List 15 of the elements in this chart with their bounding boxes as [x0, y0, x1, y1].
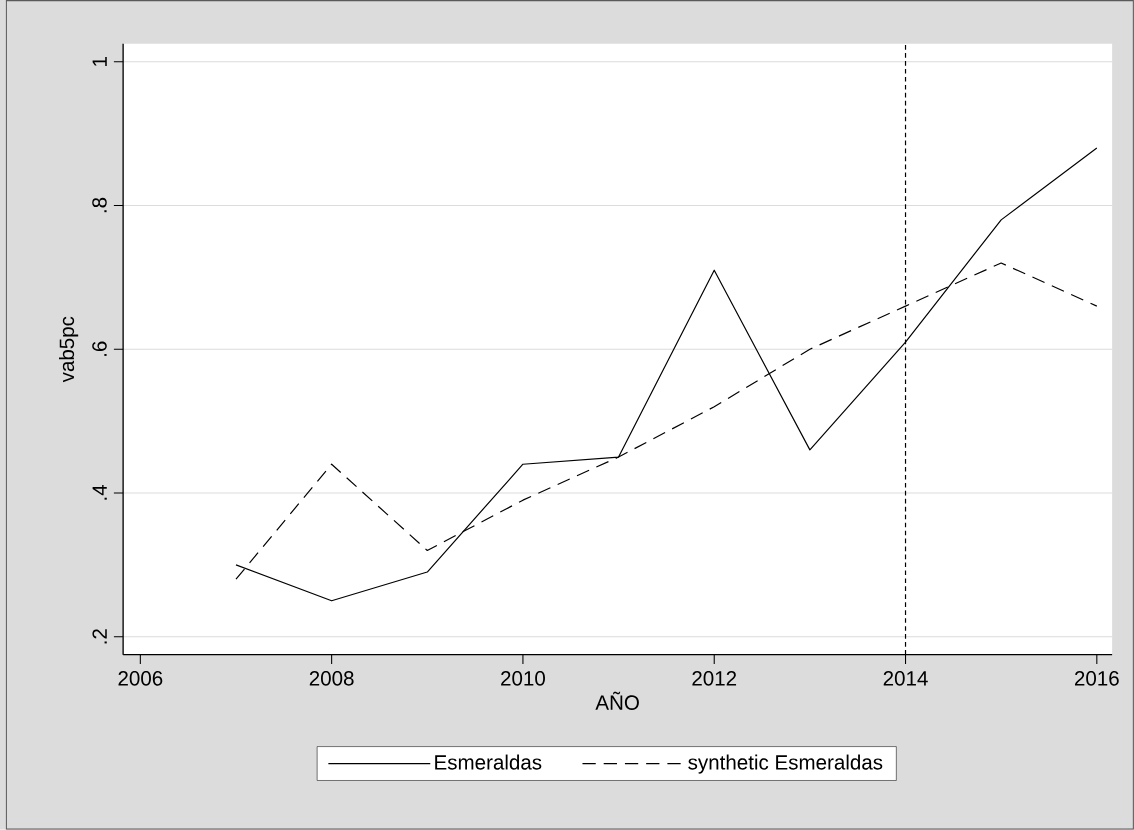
x-tick-label: 2016 — [1074, 671, 1119, 686]
x-axis-title: AÑO — [595, 691, 639, 711]
legend-label: Esmeraldas — [435, 754, 542, 770]
y-tick-label: .4 — [92, 485, 107, 500]
x-tick-label: 2014 — [883, 671, 928, 686]
x-tick-label: 2010 — [501, 671, 545, 686]
y-axis-title: vab5pc — [59, 316, 79, 383]
y-tick-label: .6 — [92, 341, 107, 357]
y-tick-label: .8 — [92, 197, 107, 213]
y-tick-label: 1 — [92, 57, 107, 66]
x-tick-label: 2006 — [118, 671, 163, 686]
y-tick-label: .2 — [92, 629, 107, 644]
legend-label: synthetic Esmeraldas — [688, 754, 883, 774]
x-tick-label: 2008 — [309, 671, 354, 686]
x-tick-label: 2012 — [692, 671, 737, 686]
